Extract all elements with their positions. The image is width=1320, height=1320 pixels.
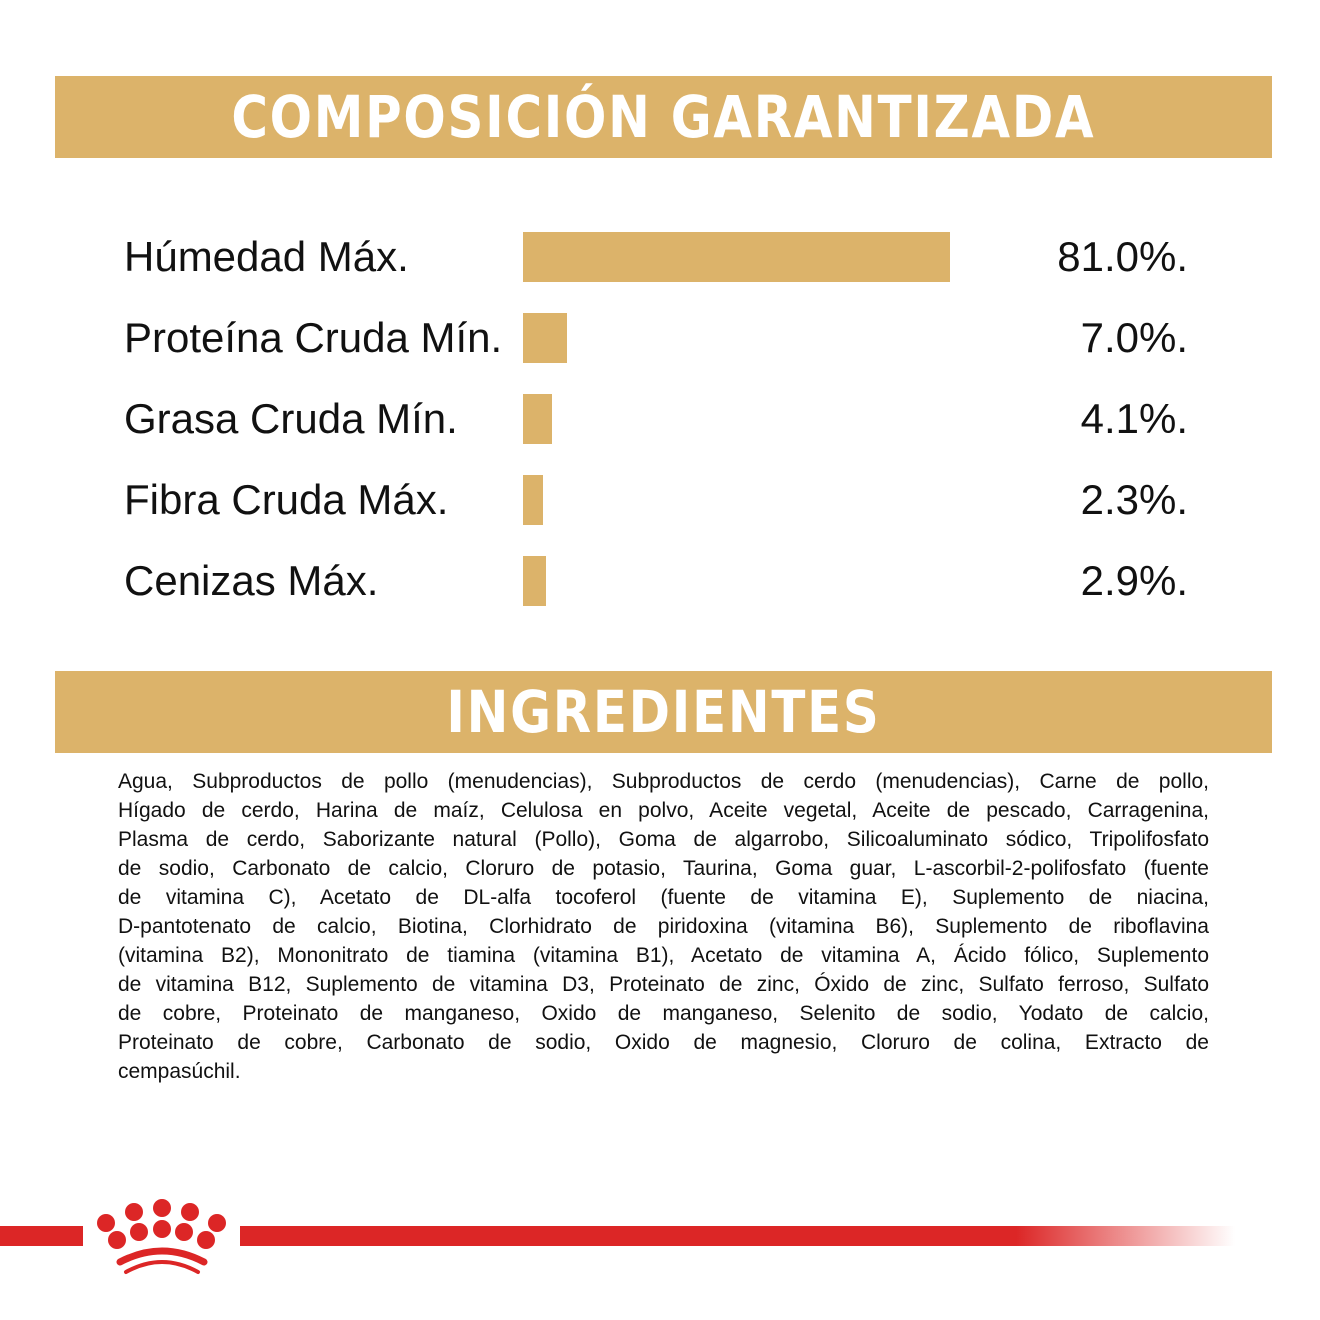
ingredients-title: INGREDIENTES	[446, 678, 881, 746]
chart-row: Cenizas Máx. 2.9%.	[0, 556, 1320, 606]
ingredients-line: cempasúchil.	[118, 1060, 241, 1083]
category-label: Cenizas Máx.	[124, 557, 379, 604]
value-label: 2.3%.	[1080, 476, 1188, 523]
ingredients-line: de sodio, Carbonato de calcio, Cloruro d…	[118, 857, 1209, 880]
value-label: 4.1%.	[1080, 395, 1188, 442]
ingredients-line: de vitamina B12, Suplemento de vitamina …	[118, 973, 1209, 996]
chart-row: Proteína Cruda Mín. 7.0%.	[0, 313, 1320, 363]
bar	[523, 313, 568, 363]
bar	[523, 475, 543, 525]
bar	[523, 394, 553, 444]
category-label: Húmedad Máx.	[124, 233, 409, 280]
brand-line-right	[240, 1226, 1235, 1246]
ingredients-line: Proteinato de cobre, Carbonato de sodio,…	[118, 1031, 1209, 1054]
composition-title: COMPOSICIÓN GARANTIZADA	[231, 83, 1096, 151]
chart-row: Fibra Cruda Máx. 2.3%.	[0, 475, 1320, 525]
value-label: 81.0%.	[1057, 233, 1188, 280]
category-label: Grasa Cruda Mín.	[124, 395, 458, 442]
ingredients-line: (vitamina B2), Mononitrato de tiamina (v…	[118, 944, 1209, 967]
ingredients-banner: INGREDIENTES	[55, 671, 1272, 753]
chart-row: Grasa Cruda Mín. 4.1%.	[0, 394, 1320, 444]
ingredients-line: Hígado de cerdo, Harina de maíz, Celulos…	[118, 799, 1209, 822]
brand-line-left	[0, 1226, 83, 1246]
ingredients-line: de vitamina C), Acetato de DL-alfa tocof…	[118, 886, 1209, 909]
category-label: Proteína Cruda Mín.	[124, 314, 503, 361]
bar	[523, 556, 546, 606]
bar	[523, 232, 950, 282]
ingredients-line: Agua, Subproductos de pollo (menudencias…	[118, 770, 1209, 793]
value-label: 7.0%.	[1080, 314, 1188, 361]
ingredients-line: de cobre, Proteinato de manganeso, Oxido…	[118, 1002, 1209, 1025]
value-label: 2.9%.	[1080, 557, 1188, 604]
ingredients-text: Agua, Subproductos de pollo (menudencias…	[118, 767, 1209, 1086]
category-label: Fibra Cruda Máx.	[124, 476, 449, 523]
composition-banner: COMPOSICIÓN GARANTIZADA	[55, 76, 1272, 158]
ingredients-line: D-pantotenato de calcio, Biotina, Clorhi…	[118, 915, 1209, 938]
crown-icon	[97, 1199, 226, 1274]
chart-row: Húmedad Máx. 81.0%.	[0, 232, 1320, 282]
ingredients-line: Plasma de cerdo, Saborizante natural (Po…	[118, 828, 1209, 851]
